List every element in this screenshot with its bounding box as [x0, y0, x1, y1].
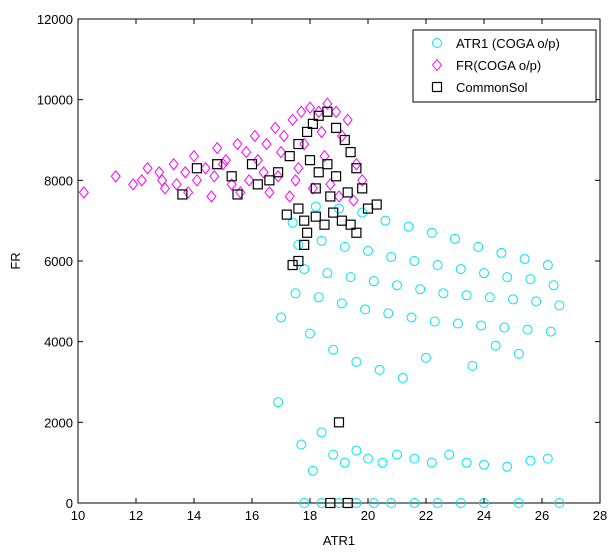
x-tick-label: 22 — [419, 508, 433, 523]
y-axis-label: FR — [8, 252, 23, 269]
legend-label: ATR1 (COGA o/p) — [456, 36, 560, 51]
x-tick-label: 16 — [245, 508, 259, 523]
x-tick-label: 28 — [593, 508, 607, 523]
x-tick-label: 20 — [361, 508, 375, 523]
x-tick-label: 26 — [535, 508, 549, 523]
x-axis-label: ATR1 — [323, 533, 355, 548]
y-tick-label: 2000 — [44, 415, 73, 430]
y-tick-label: 0 — [66, 496, 73, 511]
y-tick-label: 12000 — [37, 12, 73, 27]
y-tick-label: 10000 — [37, 93, 73, 108]
y-tick-label: 6000 — [44, 254, 73, 269]
legend-label: CommonSol — [456, 80, 528, 95]
y-tick-label: 8000 — [44, 173, 73, 188]
x-tick-label: 14 — [187, 508, 201, 523]
x-tick-label: 18 — [303, 508, 317, 523]
legend: ATR1 (COGA o/p) FR(COGA o/p) CommonSol — [413, 30, 596, 102]
x-tick-label: 12 — [129, 508, 143, 523]
legend-label: FR(COGA o/p) — [456, 58, 541, 73]
y-tick-label: 4000 — [44, 335, 73, 350]
x-tick-label: 24 — [477, 508, 491, 523]
